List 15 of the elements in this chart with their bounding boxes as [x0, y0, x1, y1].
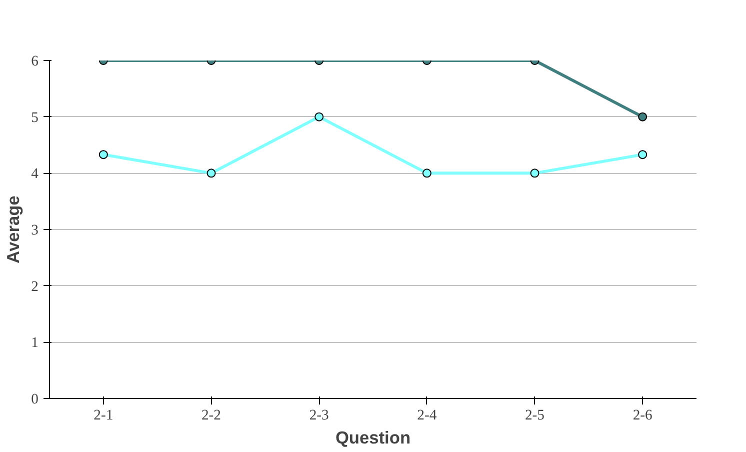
y-tick-label: 4: [31, 166, 40, 182]
x-tick-label: 2-2: [201, 408, 222, 424]
y-tick-label: 2: [31, 278, 38, 295]
y-axis-title: Average: [3, 195, 24, 264]
x-tick-label: 2-1: [94, 408, 114, 424]
x-tick-label: 2-6: [632, 408, 652, 424]
y-tick-label: 3: [31, 222, 38, 238]
y-tick-label: 5: [31, 110, 38, 126]
y-tick-label: 1: [31, 335, 38, 352]
x-tick-label: 2-4: [417, 408, 438, 424]
x-tick-label: 2-3: [309, 408, 329, 424]
x-axis-title: Question: [335, 428, 411, 448]
y-tick-label: 0: [31, 392, 38, 408]
x-tick-label: 2-5: [524, 408, 545, 424]
y-tick-label: 6: [31, 54, 38, 70]
